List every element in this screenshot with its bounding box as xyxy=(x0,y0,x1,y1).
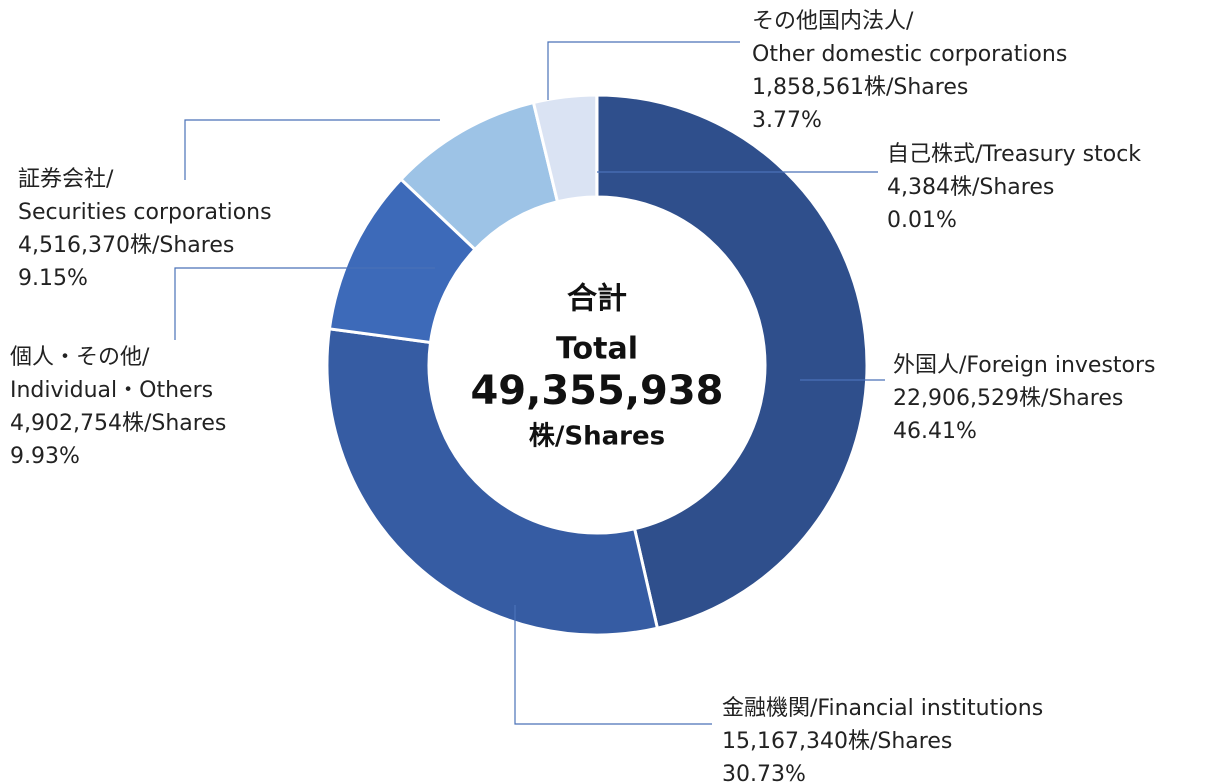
donut xyxy=(325,93,869,637)
label-shares: 4,516,370株/Shares xyxy=(18,233,234,258)
label-name: 証券会社/ xyxy=(18,167,114,192)
value-label: 9.15% xyxy=(18,266,88,291)
center-label: 49,355,938 xyxy=(470,368,723,414)
label-shares: 22,906,529株/Shares xyxy=(893,386,1123,411)
center-label: 合計 xyxy=(567,282,627,317)
label-shares: 1,858,561株/Shares xyxy=(752,75,968,100)
label-shares: 15,167,340株/Shares xyxy=(722,729,952,754)
label-name: その他国内法人/ xyxy=(752,9,914,34)
label-name: Securities corporations xyxy=(18,200,272,225)
label-name: Other domestic corporations xyxy=(752,42,1067,67)
leader-line xyxy=(174,267,435,340)
value-label: 0.01% xyxy=(887,208,957,233)
value-label: 30.73% xyxy=(722,762,806,783)
label-name: 個人・その他/ xyxy=(10,345,150,370)
donut-segment xyxy=(595,93,869,630)
leader-line xyxy=(184,119,440,180)
value-label: 9.93% xyxy=(10,444,80,469)
label-shares: 4,384株/Shares xyxy=(887,175,1054,200)
label-name: Individual・Others xyxy=(10,378,213,403)
value-label: 3.77% xyxy=(752,108,822,133)
leader-line xyxy=(514,605,712,725)
leader-line xyxy=(547,41,740,100)
label-name: 金融機関/Financial institutions xyxy=(722,696,1043,721)
center-label: 株/Shares xyxy=(529,422,665,452)
donut-segment xyxy=(325,327,660,637)
value-label: 46.41% xyxy=(893,419,977,444)
center-label: Total xyxy=(556,332,638,367)
label-name: 自己株式/Treasury stock xyxy=(887,142,1141,167)
label-name: 外国人/Foreign investors xyxy=(893,353,1156,378)
label-shares: 4,902,754株/Shares xyxy=(10,411,226,436)
